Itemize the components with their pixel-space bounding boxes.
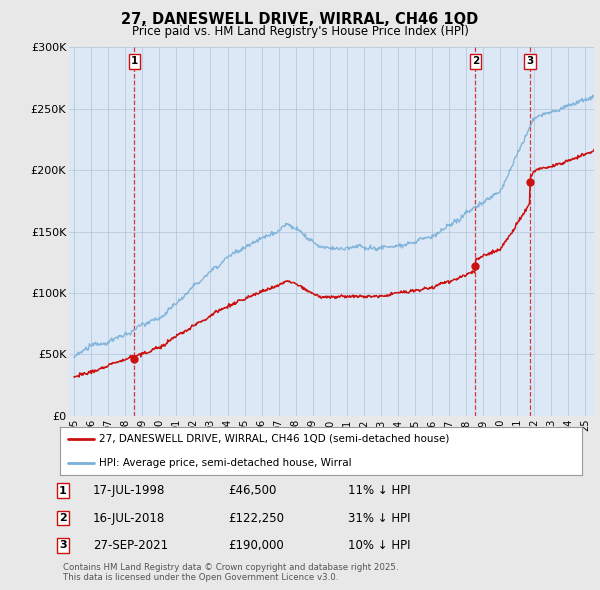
Text: 27, DANESWELL DRIVE, WIRRAL, CH46 1QD (semi-detached house): 27, DANESWELL DRIVE, WIRRAL, CH46 1QD (s…: [99, 434, 449, 444]
Text: 17-JUL-1998: 17-JUL-1998: [93, 484, 166, 497]
Text: 11% ↓ HPI: 11% ↓ HPI: [348, 484, 410, 497]
Text: 27-SEP-2021: 27-SEP-2021: [93, 539, 168, 552]
Text: Price paid vs. HM Land Registry's House Price Index (HPI): Price paid vs. HM Land Registry's House …: [131, 25, 469, 38]
Text: 3: 3: [526, 57, 533, 67]
Text: £122,250: £122,250: [228, 512, 284, 525]
Text: Contains HM Land Registry data © Crown copyright and database right 2025.
This d: Contains HM Land Registry data © Crown c…: [63, 563, 398, 582]
Text: 2: 2: [59, 513, 67, 523]
Text: 10% ↓ HPI: 10% ↓ HPI: [348, 539, 410, 552]
Text: £46,500: £46,500: [228, 484, 277, 497]
Text: 1: 1: [59, 486, 67, 496]
Text: 31% ↓ HPI: 31% ↓ HPI: [348, 512, 410, 525]
Text: 1: 1: [131, 57, 138, 67]
Text: 16-JUL-2018: 16-JUL-2018: [93, 512, 165, 525]
Text: £190,000: £190,000: [228, 539, 284, 552]
Text: 27, DANESWELL DRIVE, WIRRAL, CH46 1QD: 27, DANESWELL DRIVE, WIRRAL, CH46 1QD: [121, 12, 479, 27]
Text: 2: 2: [472, 57, 479, 67]
Text: 3: 3: [59, 540, 67, 550]
Text: HPI: Average price, semi-detached house, Wirral: HPI: Average price, semi-detached house,…: [99, 458, 352, 468]
